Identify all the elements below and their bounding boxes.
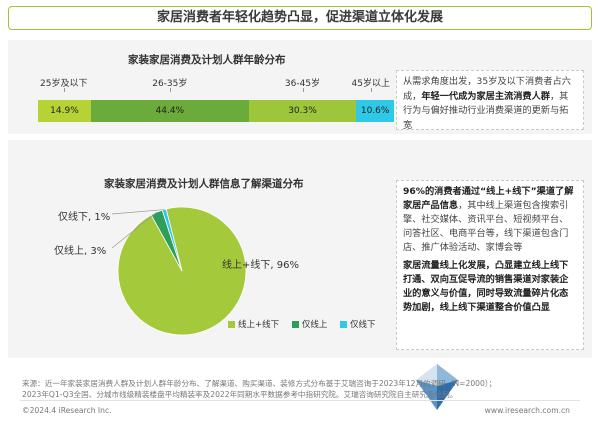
pie-label-online-offline: 线上+线下, 96% bbox=[222, 260, 299, 271]
age-bar-segment-2 bbox=[248, 100, 357, 122]
legend-item-offline-only: 仅线下 bbox=[340, 320, 376, 330]
age-category-label-2: 36-45岁 bbox=[284, 79, 321, 89]
leader-line-online-only bbox=[111, 211, 157, 249]
age-bar-value-3: 10.6% bbox=[360, 106, 390, 116]
note-top-text-2: ，其行为与偏好推动行业消费渠道的更新与拓宽 bbox=[403, 90, 569, 131]
page-title: 家居消费者年轻化趋势凸显，促进渠道立体化发展 bbox=[8, 6, 592, 30]
age-bar-value-1: 44.4% bbox=[155, 106, 185, 116]
age-insight-note: 从需求角度出发，35岁及以下消费者占六成，年轻一代成为家居主流消费人群，其行为与… bbox=[396, 70, 584, 131]
note-bottom-bold-2: 家居流量线上化发展，凸显建立线上线下打通、双向互促导流的销售渠道对家装企业的意义… bbox=[403, 260, 569, 313]
age-category-label-3: 45岁以上 bbox=[351, 79, 390, 89]
age-bar-segment-3 bbox=[356, 100, 394, 122]
leader-line-offline-only bbox=[111, 209, 165, 215]
note-bottom-text: ，其中线上渠道包含搜索引擎、社交媒体、资讯平台、短视频平台、问答社区、电商平台等… bbox=[403, 200, 569, 253]
copyright: ©2024.4 iResearch Inc. bbox=[22, 406, 112, 415]
source-footnote: 来源：近一年家装家居消费人群及计划人群年龄分布、了解渠道、购买渠道、装修方式分布… bbox=[22, 378, 496, 400]
pie-legend: 线上+线下 仅线上 仅线下 bbox=[228, 318, 386, 330]
note-top-text-1: 从需求角度出发，35岁及以下消费者占六成， bbox=[403, 76, 571, 102]
channel-insight-note: 96%的消费者通过“线上+线下”渠道了解家居产品信息，其中线上渠道包含搜索引擎、… bbox=[396, 180, 584, 350]
age-bar-value-2: 30.3% bbox=[288, 106, 317, 116]
legend-item-online-offline: 线上+线下 bbox=[228, 320, 279, 330]
age-category-label-1: 26-35岁 bbox=[152, 79, 188, 89]
source-line-1: 来源：近一年家装家居消费人群及计划人群年龄分布、了解渠道、购买渠道、装修方式分布… bbox=[22, 379, 497, 388]
pie-label-online-only: 仅线上, 3% bbox=[54, 246, 107, 257]
pie-slice-2 bbox=[161, 208, 183, 272]
note-top-bold: 年轻一代成为家居主流消费人群 bbox=[421, 90, 550, 102]
legend-item-online-only: 仅线上 bbox=[291, 320, 327, 330]
pie-label-offline-only: 仅线下, 1% bbox=[58, 212, 111, 223]
age-tick-2 bbox=[302, 88, 304, 92]
iresearch-logo-mark bbox=[416, 364, 458, 410]
age-bar-segment-0 bbox=[38, 100, 91, 122]
age-tick-3 bbox=[370, 88, 372, 92]
source-line-2: 2023年Q1-Q3全国、分城市线级精装楼盘平均精装率及2022年同期水平数据参… bbox=[22, 390, 458, 399]
age-bar-segment-1 bbox=[90, 100, 249, 122]
age-chart-title: 家装家居消费及计划人群年龄分布 bbox=[128, 54, 286, 66]
age-category-label-0: 25岁及以下 bbox=[40, 79, 88, 89]
website: www.iresearch.com.cn bbox=[484, 406, 570, 415]
footer-divider bbox=[20, 400, 580, 401]
age-tick-0 bbox=[63, 88, 65, 92]
channel-chart-title: 家装家居消费及计划人群信息了解渠道分布 bbox=[104, 178, 304, 190]
age-tick-1 bbox=[169, 88, 171, 92]
age-bar-value-0: 14.9% bbox=[50, 106, 79, 116]
note-bottom-bold-1: 96%的消费者通过“线上+线下”渠道了解家居产品信息 bbox=[403, 186, 574, 211]
